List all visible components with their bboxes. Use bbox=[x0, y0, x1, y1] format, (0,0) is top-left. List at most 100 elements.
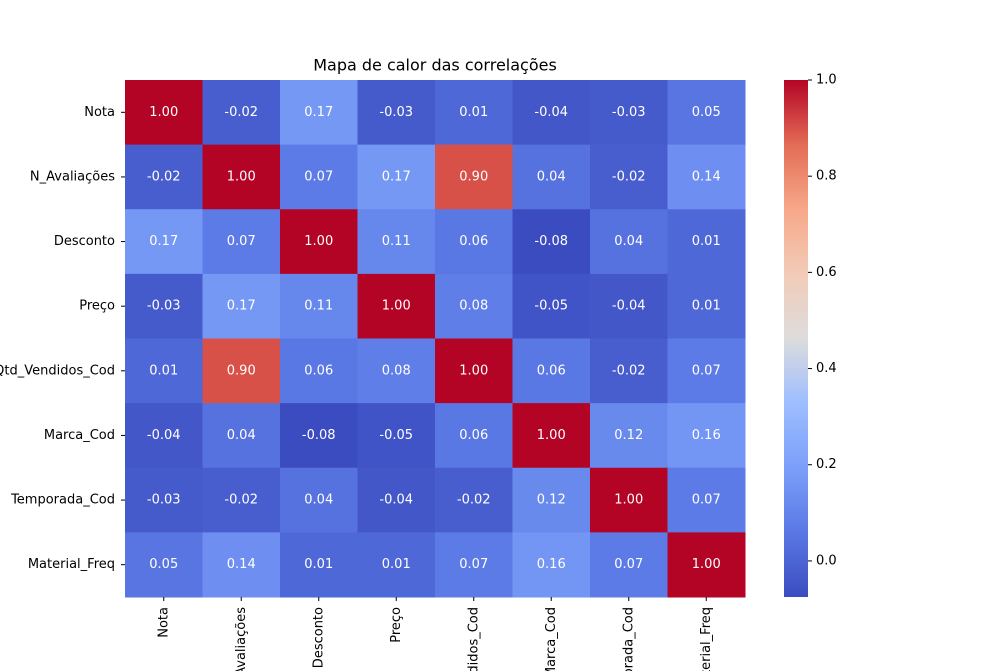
cell-label: 0.05 bbox=[149, 557, 178, 572]
heatmap-cell bbox=[512, 467, 591, 533]
heatmap-cell bbox=[280, 403, 358, 469]
heatmap-cell bbox=[202, 338, 281, 404]
heatmap-cell bbox=[280, 338, 358, 404]
heatmap-cell bbox=[667, 403, 746, 469]
cell-label: 1.00 bbox=[227, 169, 256, 184]
cell-label: 0.01 bbox=[149, 363, 178, 378]
heatmap-cell bbox=[435, 273, 513, 339]
cell-label: -0.04 bbox=[534, 105, 568, 120]
heatmap-cell bbox=[357, 80, 436, 146]
cell-label: 0.04 bbox=[304, 493, 333, 508]
cell-label: 0.17 bbox=[304, 105, 333, 120]
cell-label: 0.04 bbox=[614, 234, 643, 249]
cell-label: -0.03 bbox=[147, 493, 181, 508]
heatmap-cell bbox=[280, 144, 358, 210]
heatmap-cell bbox=[667, 80, 746, 146]
x-tick-label: Qtd_Vendidos_Cod bbox=[466, 607, 481, 671]
cell-label: 0.04 bbox=[537, 169, 566, 184]
heatmap-cell bbox=[512, 532, 591, 598]
cell-label: 0.90 bbox=[227, 363, 256, 378]
cell-label: 0.14 bbox=[227, 557, 256, 572]
colorbar-tick-label: 0.8 bbox=[816, 169, 837, 184]
cell-label: 0.17 bbox=[382, 169, 411, 184]
cell-label: 1.00 bbox=[149, 105, 178, 120]
colorbar-tick-label: 0.6 bbox=[816, 265, 837, 280]
cell-label: 0.01 bbox=[304, 557, 333, 572]
cell-label: 0.16 bbox=[692, 428, 721, 443]
y-tick-label: Preço bbox=[79, 299, 115, 314]
heatmap-cell bbox=[357, 532, 436, 598]
heatmap-cell bbox=[590, 144, 668, 210]
cell-label: 1.00 bbox=[692, 557, 721, 572]
cell-label: -0.08 bbox=[534, 234, 568, 249]
chart-title: Mapa de calor das correlações bbox=[313, 56, 557, 75]
heatmap-cell bbox=[357, 209, 436, 275]
heatmap-cell bbox=[202, 144, 281, 210]
cell-label: 0.01 bbox=[692, 234, 721, 249]
x-tick-label: Preço bbox=[389, 607, 404, 643]
heatmap-cell bbox=[512, 209, 591, 275]
cell-label: 0.06 bbox=[459, 428, 488, 443]
cell-label: 0.11 bbox=[304, 299, 333, 314]
colorbar bbox=[784, 80, 808, 597]
cell-label: 0.07 bbox=[692, 363, 721, 378]
cell-label: -0.02 bbox=[147, 169, 181, 184]
colorbar-tick-label: 0.0 bbox=[816, 553, 837, 568]
colorbar-tick-label: 1.0 bbox=[816, 73, 837, 88]
cell-label: 0.11 bbox=[382, 234, 411, 249]
cell-label: -0.05 bbox=[534, 299, 568, 314]
cell-label: 0.12 bbox=[614, 428, 643, 443]
heatmap-cell bbox=[512, 273, 591, 339]
colorbar-tick-label: 0.2 bbox=[816, 457, 837, 472]
cell-label: 0.14 bbox=[692, 169, 721, 184]
heatmap-cell bbox=[512, 403, 591, 469]
heatmap-cell bbox=[667, 144, 746, 210]
cell-label: -0.02 bbox=[457, 493, 491, 508]
heatmap-cell bbox=[512, 144, 591, 210]
cell-label: -0.03 bbox=[379, 105, 413, 120]
cell-label: 0.07 bbox=[304, 169, 333, 184]
heatmap-cell bbox=[125, 338, 203, 404]
heatmap-cell bbox=[202, 273, 281, 339]
heatmap-cell bbox=[435, 209, 513, 275]
cell-label: 0.05 bbox=[692, 105, 721, 120]
heatmap-cell bbox=[280, 532, 358, 598]
heatmap-cell bbox=[202, 80, 281, 146]
y-tick-label: Desconto bbox=[54, 234, 115, 249]
heatmap-cell bbox=[357, 273, 436, 339]
heatmap-cell bbox=[512, 80, 591, 146]
heatmap-cell bbox=[667, 467, 746, 533]
cell-label: -0.02 bbox=[224, 493, 258, 508]
cell-label: 1.00 bbox=[537, 428, 566, 443]
cell-label: 0.07 bbox=[692, 493, 721, 508]
heatmap-cell bbox=[667, 273, 746, 339]
heatmap-cell bbox=[125, 273, 203, 339]
heatmap-cell bbox=[125, 144, 203, 210]
heatmap-cell bbox=[125, 80, 203, 146]
cell-label: 0.01 bbox=[459, 105, 488, 120]
cell-label: 0.06 bbox=[304, 363, 333, 378]
y-tick-label: Nota bbox=[84, 105, 115, 120]
x-tick-label: Desconto bbox=[311, 607, 326, 668]
heatmap-cell bbox=[280, 273, 358, 339]
heatmap-cell bbox=[590, 403, 668, 469]
heatmap-cell bbox=[202, 403, 281, 469]
heatmap-cell bbox=[435, 403, 513, 469]
heatmap-cell bbox=[125, 209, 203, 275]
cell-label: -0.04 bbox=[612, 299, 646, 314]
cell-label: -0.04 bbox=[147, 428, 181, 443]
heatmap-cell bbox=[125, 467, 203, 533]
cell-label: -0.02 bbox=[224, 105, 258, 120]
heatmap-cell bbox=[125, 532, 203, 598]
cell-label: -0.08 bbox=[302, 428, 336, 443]
heatmap-cell bbox=[590, 80, 668, 146]
y-tick-label: Marca_Cod bbox=[44, 428, 115, 443]
heatmap-cell bbox=[357, 403, 436, 469]
heatmap-cell bbox=[435, 144, 513, 210]
heatmap-cell bbox=[667, 532, 746, 598]
heatmap-cell bbox=[667, 338, 746, 404]
cell-label: 0.01 bbox=[692, 299, 721, 314]
cell-label: 1.00 bbox=[382, 299, 411, 314]
cell-label: -0.02 bbox=[612, 363, 646, 378]
